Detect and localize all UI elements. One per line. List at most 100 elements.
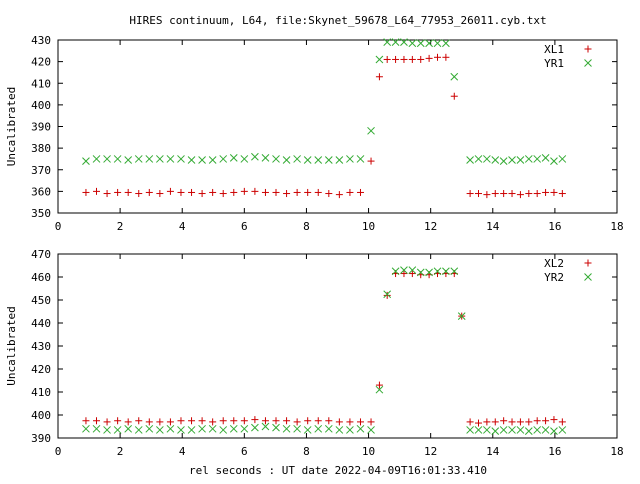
data-point (209, 188, 217, 196)
data-point (356, 188, 364, 196)
data-point (135, 190, 143, 198)
x-tick-label: 2 (117, 220, 124, 233)
y-tick-label: 390 (31, 432, 51, 445)
data-point (188, 188, 196, 196)
data-point (103, 155, 111, 163)
data-point (474, 419, 482, 427)
data-point (375, 385, 384, 394)
legend-marker (584, 259, 592, 267)
y-tick-label: 430 (31, 340, 51, 353)
series-xl2 (82, 270, 566, 427)
data-point (425, 39, 433, 48)
data-point (124, 418, 132, 426)
data-point (457, 312, 466, 320)
data-point (219, 426, 228, 434)
data-point (251, 423, 259, 432)
data-point (417, 55, 425, 63)
data-point (198, 417, 206, 425)
data-point (346, 188, 354, 196)
data-point (314, 424, 323, 433)
data-point (198, 156, 206, 164)
series-xl1 (82, 53, 566, 199)
data-point (499, 426, 508, 434)
data-point (558, 418, 566, 426)
data-point (219, 417, 227, 425)
data-point (375, 381, 383, 389)
y-tick-label: 370 (31, 164, 51, 177)
data-point (524, 427, 533, 435)
data-point (187, 156, 196, 164)
data-point (450, 267, 459, 276)
data-point (166, 424, 175, 433)
legend-label: YR1 (544, 57, 564, 70)
data-point (145, 155, 154, 163)
data-point (491, 190, 499, 198)
data-point (82, 188, 90, 196)
data-point (208, 424, 217, 433)
data-point (177, 417, 185, 425)
x-axis-label: rel seconds : UT date 2022-04-09T16:01:3… (189, 464, 487, 477)
data-point (92, 424, 101, 433)
data-point (335, 156, 344, 164)
y-tick-label: 410 (31, 77, 51, 90)
data-point (134, 155, 143, 163)
x-tick-label: 12 (424, 445, 437, 458)
data-point (335, 191, 343, 199)
data-point (499, 157, 508, 165)
data-point (433, 39, 442, 48)
data-point (533, 417, 541, 425)
data-point (392, 55, 400, 63)
x-tick-label: 2 (117, 445, 124, 458)
data-point (558, 190, 566, 198)
data-point (251, 152, 259, 161)
data-point (145, 424, 154, 433)
legend-marker (584, 273, 592, 281)
data-point (383, 55, 391, 63)
data-point (433, 53, 441, 61)
data-point (516, 426, 525, 434)
data-point (251, 187, 259, 195)
data-point (375, 73, 383, 81)
data-point (166, 155, 175, 163)
y-tick-label: 460 (31, 271, 51, 284)
data-point (230, 417, 238, 425)
data-point (188, 417, 196, 425)
data-point (82, 424, 90, 433)
data-point (230, 188, 238, 196)
data-point (229, 424, 238, 433)
data-point (261, 422, 270, 431)
data-point (166, 187, 174, 195)
data-point (145, 188, 153, 196)
legend-label: XL1 (544, 43, 564, 56)
data-point (425, 268, 433, 277)
data-point (367, 418, 375, 426)
x-tick-label: 18 (610, 220, 623, 233)
data-point (293, 188, 301, 196)
data-point (335, 418, 343, 426)
y-tick-label: 380 (31, 142, 51, 155)
data-point (508, 190, 516, 198)
data-point (293, 418, 301, 426)
data-point (408, 266, 417, 274)
series-yr1 (82, 38, 567, 165)
y-tick-label: 430 (31, 34, 51, 47)
data-point (483, 418, 491, 426)
y-tick-label: 410 (31, 386, 51, 399)
x-tick-label: 6 (241, 220, 248, 233)
data-point (314, 156, 323, 164)
data-point (516, 191, 524, 199)
data-point (93, 417, 101, 425)
data-point (324, 156, 333, 164)
data-point (400, 270, 408, 278)
x-tick-label: 0 (55, 220, 62, 233)
data-point (558, 426, 567, 434)
x-tick-label: 16 (548, 220, 561, 233)
x-tick-label: 6 (241, 445, 248, 458)
data-point (282, 424, 291, 433)
data-point (156, 426, 164, 434)
y-tick-label: 420 (31, 56, 51, 69)
data-point (166, 418, 174, 426)
data-point (177, 188, 185, 196)
y-tick-label: 390 (31, 121, 51, 134)
